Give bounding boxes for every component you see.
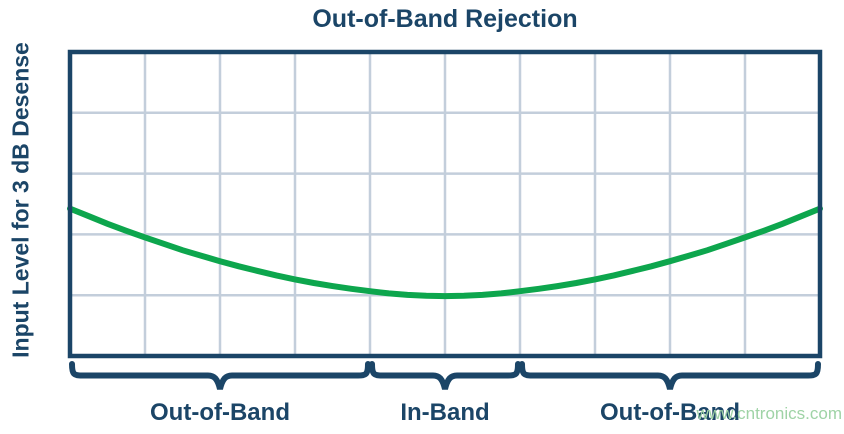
band-braces xyxy=(69,361,821,390)
region-label-in-band: In-Band xyxy=(400,399,490,426)
region-label-out-of-band-left: Out-of-Band xyxy=(150,399,290,426)
region-label-out-of-band-right: Out-of-Band xyxy=(600,399,740,426)
grid-lines xyxy=(70,52,820,356)
plot-border xyxy=(67,49,823,359)
watermark-text: www.cntronics.com xyxy=(696,404,842,423)
chart-title: Out-of-Band Rejection xyxy=(312,5,578,33)
rejection-curve xyxy=(67,205,823,300)
